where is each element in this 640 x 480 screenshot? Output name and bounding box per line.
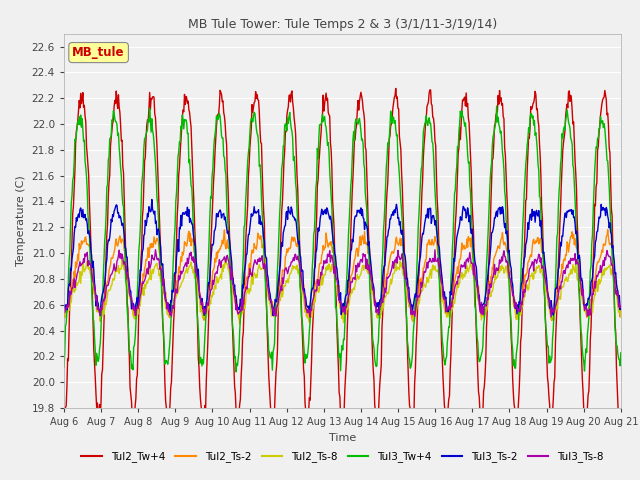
Tul3_Tw+4: [228, 309, 236, 315]
Tul2_Tw+4: [433, 172, 440, 178]
Tul2_Ts-2: [256, 236, 264, 242]
Line: Tul3_Tw+4: Tul3_Tw+4: [64, 106, 621, 372]
Tul3_Ts-8: [433, 258, 440, 264]
Tul3_Ts-8: [307, 314, 314, 320]
Tul2_Ts-2: [60, 308, 68, 313]
Tul2_Ts-2: [236, 321, 243, 327]
Tul2_Tw+4: [255, 109, 263, 115]
Tul3_Tw+4: [277, 183, 285, 189]
Tul3_Ts-8: [152, 247, 159, 252]
Tul3_Ts-2: [148, 197, 156, 203]
Tul2_Ts-8: [433, 268, 440, 274]
Line: Tul2_Ts-2: Tul2_Ts-2: [64, 230, 621, 324]
Tul3_Ts-8: [256, 259, 264, 264]
Tul3_Ts-2: [125, 282, 133, 288]
Tul3_Ts-2: [278, 240, 285, 245]
Tul2_Ts-2: [432, 238, 440, 244]
Line: Tul3_Ts-8: Tul3_Ts-8: [64, 250, 621, 317]
Tul3_Ts-2: [433, 226, 440, 231]
Tul3_Ts-8: [277, 283, 285, 289]
Tul2_Ts-2: [604, 227, 612, 233]
Legend: Tul2_Tw+4, Tul2_Ts-2, Tul2_Ts-8, Tul3_Tw+4, Tul3_Ts-2, Tul3_Ts-8: Tul2_Tw+4, Tul2_Ts-2, Tul2_Ts-8, Tul3_Tw…: [77, 447, 607, 467]
Tul3_Ts-2: [256, 213, 264, 219]
Tul2_Ts-8: [277, 292, 285, 298]
Tul2_Ts-8: [221, 256, 229, 262]
Tul3_Tw+4: [125, 349, 133, 355]
Tul2_Ts-8: [401, 278, 409, 284]
Tul3_Ts-2: [228, 275, 236, 280]
Tul3_Ts-8: [60, 306, 68, 312]
Tul2_Tw+4: [617, 417, 625, 423]
Y-axis label: Temperature (C): Temperature (C): [16, 175, 26, 266]
Tul2_Ts-8: [617, 314, 625, 320]
Tul3_Tw+4: [432, 201, 440, 206]
Tul3_Ts-2: [60, 309, 68, 314]
Tul2_Ts-2: [125, 285, 133, 290]
Tul3_Ts-8: [228, 281, 236, 287]
Text: MB_tule: MB_tule: [72, 46, 125, 59]
Tul2_Tw+4: [407, 428, 415, 434]
Tul2_Tw+4: [401, 253, 408, 259]
Tul3_Tw+4: [401, 277, 408, 283]
Tul2_Tw+4: [276, 251, 284, 257]
Tul2_Ts-8: [228, 288, 236, 294]
Tul3_Ts-8: [125, 290, 133, 296]
Tul3_Tw+4: [256, 162, 264, 168]
Tul3_Ts-2: [269, 312, 277, 318]
Tul2_Ts-8: [340, 320, 348, 325]
Tul2_Ts-2: [617, 310, 625, 315]
Tul3_Ts-2: [617, 304, 625, 310]
Tul2_Ts-2: [401, 254, 408, 260]
Tul3_Ts-2: [401, 254, 409, 260]
Tul2_Tw+4: [228, 294, 236, 300]
Tul3_Tw+4: [60, 365, 68, 371]
Tul2_Tw+4: [392, 85, 399, 91]
Line: Tul3_Ts-2: Tul3_Ts-2: [64, 200, 621, 315]
Tul2_Ts-2: [228, 276, 236, 281]
X-axis label: Time: Time: [329, 432, 356, 443]
Tul3_Tw+4: [232, 369, 240, 375]
Tul3_Tw+4: [617, 350, 625, 356]
Tul2_Tw+4: [125, 354, 133, 360]
Line: Tul2_Ts-8: Tul2_Ts-8: [64, 259, 621, 323]
Tul2_Tw+4: [60, 423, 68, 429]
Tul3_Ts-8: [617, 303, 625, 309]
Title: MB Tule Tower: Tule Temps 2 & 3 (3/1/11-3/19/14): MB Tule Tower: Tule Temps 2 & 3 (3/1/11-…: [188, 18, 497, 31]
Tul2_Ts-2: [277, 279, 285, 285]
Tul3_Ts-8: [401, 276, 409, 281]
Tul2_Ts-8: [125, 293, 133, 299]
Tul3_Tw+4: [493, 103, 500, 109]
Line: Tul2_Tw+4: Tul2_Tw+4: [64, 88, 621, 431]
Tul2_Ts-8: [256, 264, 264, 270]
Tul2_Ts-8: [60, 315, 68, 321]
